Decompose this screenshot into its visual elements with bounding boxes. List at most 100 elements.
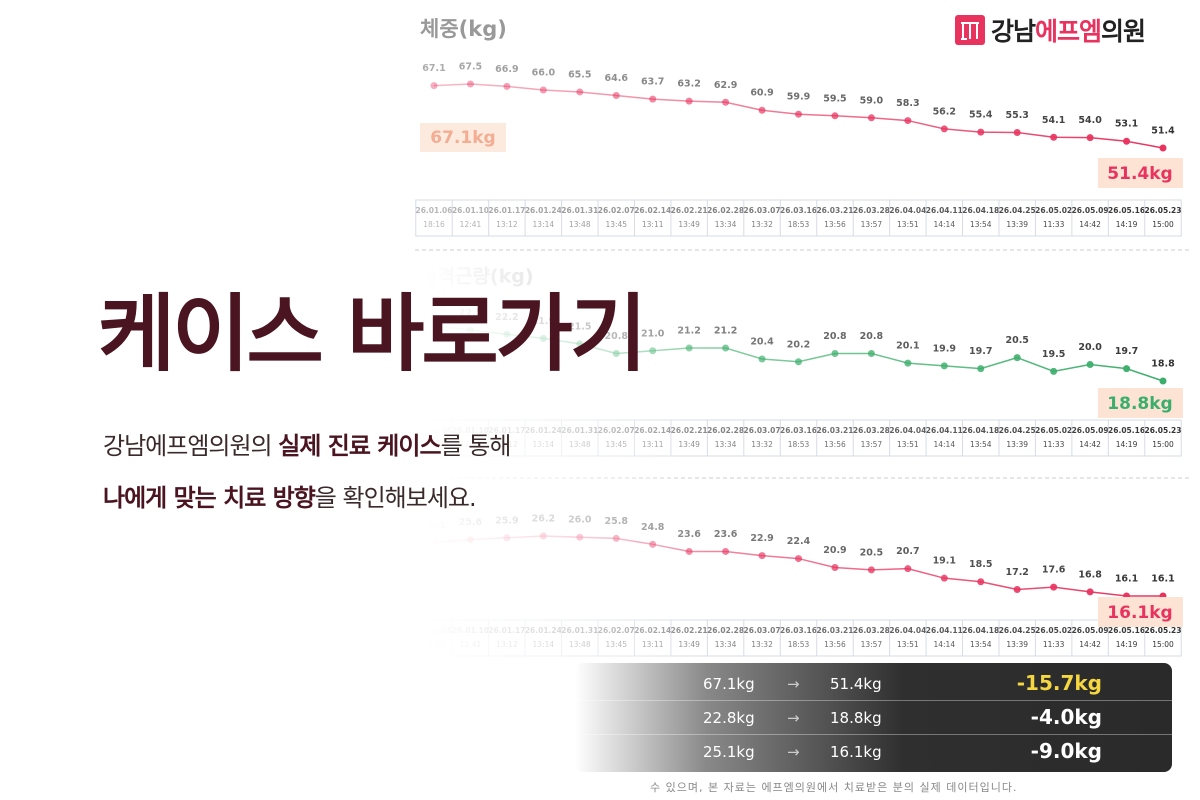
value-label: 62.9	[714, 80, 737, 91]
value-label: 55.4	[969, 110, 993, 121]
time-label: 13:56	[824, 220, 846, 229]
summary-row: 67.1kg → 51.4kg -15.7kg	[575, 666, 1172, 701]
time-label: 11:33	[1043, 440, 1065, 449]
point	[758, 106, 766, 114]
value-label: 67.5	[459, 62, 482, 73]
subtext-part: 를 통해	[440, 432, 512, 460]
point	[576, 88, 584, 96]
time-label: 13:57	[861, 440, 883, 449]
value-label: 59.9	[787, 92, 810, 103]
logo-text: 강남	[991, 17, 1036, 46]
time-label: 13:32	[751, 220, 773, 229]
time-label: 13:56	[824, 440, 846, 449]
point	[503, 82, 511, 90]
footer: 수 있으며, 본 자료는 에프엠의원에서 치료받은 분의 실제 데이터입니다.	[650, 781, 1018, 794]
date-label: 26.05.09	[1072, 626, 1109, 635]
point	[831, 350, 839, 357]
time-label: 13:49	[678, 220, 700, 229]
point	[1013, 128, 1021, 136]
logo-text: 에프엠	[1035, 17, 1102, 46]
date-label: 26.05.09	[1072, 206, 1109, 215]
value-label: 63.2	[677, 79, 700, 90]
value-label: 20.5	[1005, 335, 1028, 346]
date-label: 26.05.23	[1144, 206, 1181, 215]
value-label: 54.1	[1042, 115, 1065, 126]
summary-row: 25.1kg → 16.1kg -9.0kg	[575, 734, 1172, 768]
value-label: 60.9	[750, 88, 773, 99]
value-label: 66.9	[495, 64, 518, 75]
date-label: 26.02.28	[707, 206, 744, 215]
time-label: 15:00	[1152, 220, 1174, 229]
value-label: 20.8	[823, 331, 847, 342]
point	[977, 365, 985, 373]
time-label: 13:48	[569, 220, 591, 229]
date-label: 26.05.02	[1035, 426, 1072, 435]
date-label: 26.01.06	[415, 206, 452, 215]
time-label: 11:33	[1043, 220, 1065, 229]
value-label: 20.8	[860, 331, 884, 342]
value-label: 56.2	[933, 106, 956, 117]
point	[612, 92, 620, 100]
value-label: 20.9	[823, 545, 846, 556]
date-label: 26.04.25	[999, 426, 1036, 435]
value-label: 66.0	[532, 67, 556, 78]
logo[interactable]: 강남 에프엠 의원	[955, 12, 1146, 48]
change-value: -4.0kg	[1030, 705, 1102, 729]
point	[867, 350, 875, 357]
value-label: 20.1	[896, 341, 919, 352]
point	[831, 563, 839, 571]
time-label: 13:54	[970, 440, 992, 449]
to-value: 18.8kg	[830, 709, 882, 727]
subtext-part: 을 확인해보세요.	[314, 484, 477, 512]
point	[1050, 133, 1058, 141]
point	[466, 80, 474, 88]
logo-text: 의원	[1101, 17, 1146, 46]
value-label: 53.1	[1115, 119, 1138, 130]
date-table	[415, 199, 1182, 237]
point	[722, 98, 730, 106]
value-label: 16.8	[1078, 569, 1102, 580]
time-label: 13:56	[824, 640, 846, 649]
point	[904, 117, 912, 125]
point	[1050, 367, 1058, 375]
from-value: 25.1kg	[703, 743, 755, 761]
end-label: 16.1kg	[1107, 603, 1172, 623]
start-label: 67.1kg	[430, 128, 495, 148]
time-label: 13:11	[642, 220, 664, 229]
value-label: 63.7	[641, 77, 664, 88]
date-label: 26.05.16	[1108, 206, 1145, 215]
time-label: 14:19	[1116, 220, 1138, 229]
point	[1159, 144, 1167, 152]
point	[940, 125, 948, 133]
time-label: 14:19	[1116, 640, 1138, 649]
value-label: 54.0	[1078, 115, 1102, 126]
date-label: 26.05.16	[1108, 426, 1145, 435]
subtext: 나에게 맞는 치료 방향을 확인해보세요.	[103, 478, 477, 513]
summary-row: 22.8kg → 18.8kg -4.0kg	[575, 700, 1172, 735]
value-label: 67.1	[422, 63, 445, 74]
point	[1050, 583, 1058, 591]
date-label: 26.04.04	[889, 626, 926, 635]
date-label: 26.03.21	[816, 426, 853, 435]
value-label: 18.8	[1151, 359, 1175, 370]
time-label: 13:34	[715, 220, 737, 229]
time-label: 14:14	[933, 640, 955, 649]
time-label: 13:57	[861, 220, 883, 229]
time-label: 13:12	[496, 220, 518, 229]
date-label: 26.05.23	[1144, 426, 1181, 435]
time-label: 13:39	[1006, 220, 1028, 229]
value-label: 20.7	[896, 546, 919, 557]
from-value: 22.8kg	[703, 709, 755, 727]
value-label: 20.0	[1078, 342, 1102, 353]
point	[1013, 354, 1021, 362]
point	[940, 574, 948, 582]
value-label: 16.1	[1151, 574, 1174, 585]
time-label: 14:14	[933, 440, 955, 449]
date-label: 26.01.31	[561, 206, 598, 215]
date-label: 26.04.18	[962, 206, 999, 215]
point	[904, 359, 912, 367]
to-value: 51.4kg	[830, 675, 882, 693]
date-label: 26.02.07	[598, 206, 635, 215]
date-label: 26.02.21	[671, 206, 708, 215]
